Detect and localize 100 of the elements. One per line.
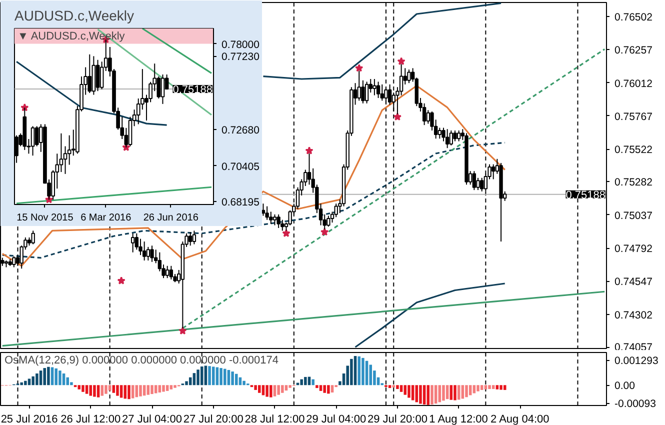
bar: [500, 385, 502, 390]
line-series: [2, 142, 506, 259]
point: [393, 112, 402, 121]
candlestick: [88, 54, 92, 94]
bar: [185, 381, 188, 386]
x-tick-label: 26 Jul 12:00: [60, 414, 121, 425]
y-tick-label: 0.72680: [222, 124, 260, 136]
bar: [89, 385, 92, 396]
ref-line-label: 0.75188: [566, 189, 606, 202]
bar: [154, 385, 158, 394]
bar: [43, 368, 46, 386]
bar: [465, 385, 468, 398]
bar: [100, 385, 104, 396]
bar: [93, 385, 96, 397]
bar: [174, 385, 176, 388]
chart-title: AUDUSD.c,Weekly: [14, 8, 134, 24]
bar: [227, 370, 230, 386]
bar: [212, 366, 215, 386]
bar: [330, 385, 334, 392]
bar: [415, 385, 418, 402]
bar: [369, 364, 372, 386]
bar: [82, 385, 84, 392]
bar: [96, 385, 100, 398]
candlestick: [192, 230, 196, 245]
bar: [162, 385, 165, 392]
bar: [503, 385, 506, 390]
bar: [450, 385, 453, 400]
bar: [362, 358, 364, 386]
candlestick: [276, 214, 280, 228]
bar: [419, 385, 422, 404]
bar: [492, 385, 495, 389]
bar: [365, 360, 368, 386]
bar: [116, 385, 119, 396]
candlestick: [456, 130, 461, 142]
bar: [304, 376, 307, 386]
bar: [457, 385, 460, 400]
bar: [128, 385, 130, 400]
bar: [434, 385, 438, 404]
y-tick-label: 0.00: [614, 380, 636, 392]
bar: [319, 385, 322, 391]
candlestick: [150, 245, 154, 262]
point: [355, 64, 364, 72]
point: [320, 228, 329, 236]
point: [305, 146, 314, 154]
bar: [484, 385, 488, 390]
candlestick: [160, 74, 165, 104]
candlestick: [31, 230, 35, 245]
candlestick: [188, 232, 192, 246]
candlestick: [30, 126, 35, 156]
bar: [85, 385, 88, 394]
bar: [300, 379, 303, 386]
bar: [139, 385, 142, 396]
point: [117, 276, 126, 284]
y-tick-label: 0.76012: [614, 78, 653, 90]
y-tick-label: 0.75522: [614, 144, 653, 156]
bar: [472, 385, 476, 394]
bar: [20, 382, 23, 386]
candlestick: [380, 84, 384, 102]
bar: [158, 385, 162, 392]
candlestick: [357, 70, 361, 102]
candlestick: [128, 116, 132, 147]
point: [282, 229, 290, 237]
x-tick-label: 27 Jul 04:00: [122, 414, 182, 425]
x-tick-label: 6 Mar 2016: [80, 212, 132, 224]
candlestick: [364, 81, 369, 104]
bar: [32, 376, 34, 386]
candlestick: [472, 170, 476, 191]
candlestick: [445, 128, 450, 149]
x-tick-label: 29 Jul 20:00: [368, 414, 428, 425]
bar: [208, 366, 211, 386]
line-series: [2, 84, 506, 267]
candlestick: [130, 232, 135, 253]
y-tick-label: 0.74302: [614, 309, 653, 322]
candlestick: [63, 146, 68, 174]
y-tick-label: 0.75037: [614, 210, 653, 222]
bar: [312, 379, 314, 386]
bar: [281, 385, 284, 393]
bar: [192, 373, 196, 386]
x-tick-label: 1 Aug 12:00: [429, 414, 488, 425]
bar: [327, 385, 330, 394]
candlestick: [426, 110, 430, 124]
candlestick: [169, 265, 174, 280]
candlestick: [156, 76, 161, 99]
bar: [350, 358, 353, 386]
candlestick: [438, 127, 442, 140]
bar: [135, 385, 138, 398]
x-tick-label: 15 Nov 2015: [16, 212, 74, 224]
y-tick-label: 0.75767: [614, 110, 653, 123]
y-tick-label: 0.76502: [614, 11, 653, 24]
candlestick: [453, 130, 457, 142]
candlestick: [100, 61, 104, 90]
bar: [476, 385, 480, 392]
bar: [204, 366, 208, 386]
candlestick: [407, 69, 411, 84]
bar: [131, 385, 134, 398]
bar: [480, 385, 484, 390]
y-tick-label: 0.001293: [614, 355, 658, 368]
bar: [430, 385, 434, 405]
candlestick: [59, 132, 64, 173]
point: [397, 57, 406, 65]
